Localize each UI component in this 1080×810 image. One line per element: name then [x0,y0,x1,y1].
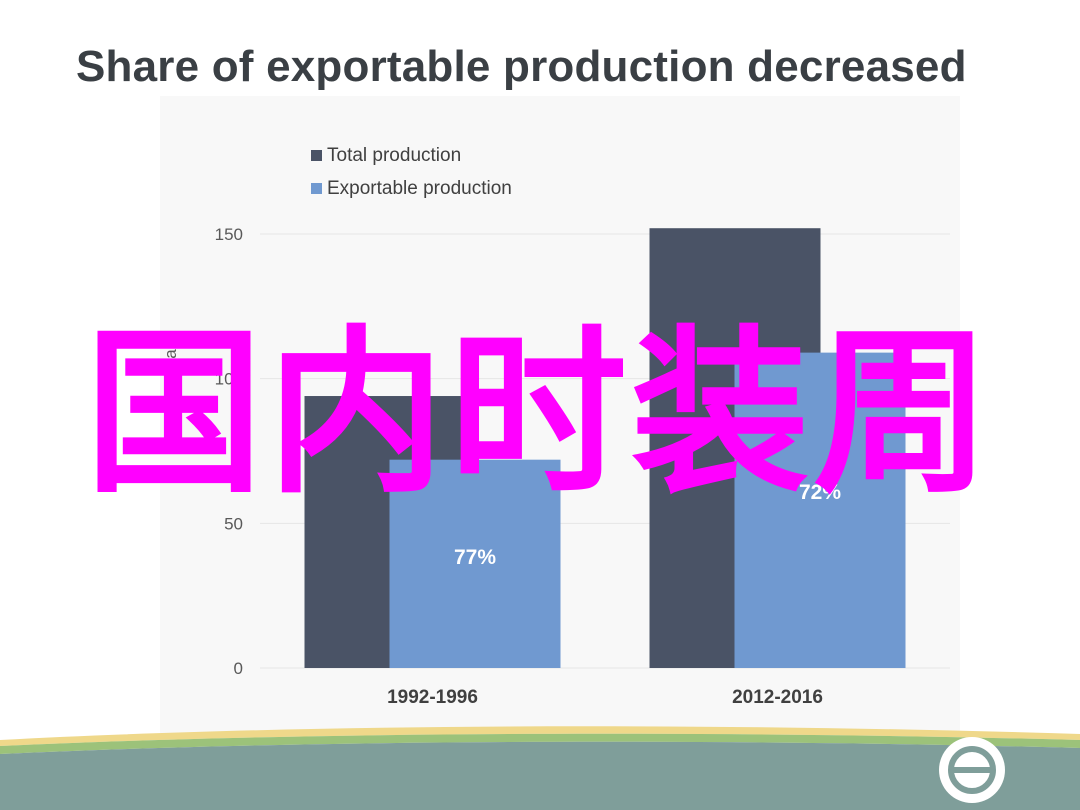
legend-label: Exportable production [327,178,512,199]
slide-title: Share of exportable production decreased [76,42,967,91]
footer-band-fill [0,741,1080,810]
bar-exportable-production [389,459,561,668]
y-tick-label: 0 [234,659,243,678]
chart-panel: 0 50 100 150 kbags 77% 1992-1996 72% 2012-2016 To… [160,96,960,736]
bar-exportable-production [734,352,906,668]
x-tick-label: 2012-2016 [732,687,823,708]
data-label: 72% [799,481,841,504]
y-axis-label: kbags [161,331,180,376]
circle-logo-icon [939,737,1005,803]
legend-swatch [311,183,322,194]
data-label: 77% [454,546,496,569]
footer-band [0,726,1080,810]
footer-stripe-green [0,733,1080,754]
legend-label: Total production [327,145,461,166]
footer-stripe-yellow [0,726,1080,746]
x-tick-label: 1992-1996 [387,687,478,708]
y-tick-label: 50 [224,514,243,533]
y-tick-label: 100 [215,370,243,389]
legend-swatch [311,150,322,161]
bar-chart: 0 50 100 150 kbags 77% 1992-1996 72% 2012-2016 To… [161,145,950,708]
y-tick-label: 150 [215,225,243,244]
